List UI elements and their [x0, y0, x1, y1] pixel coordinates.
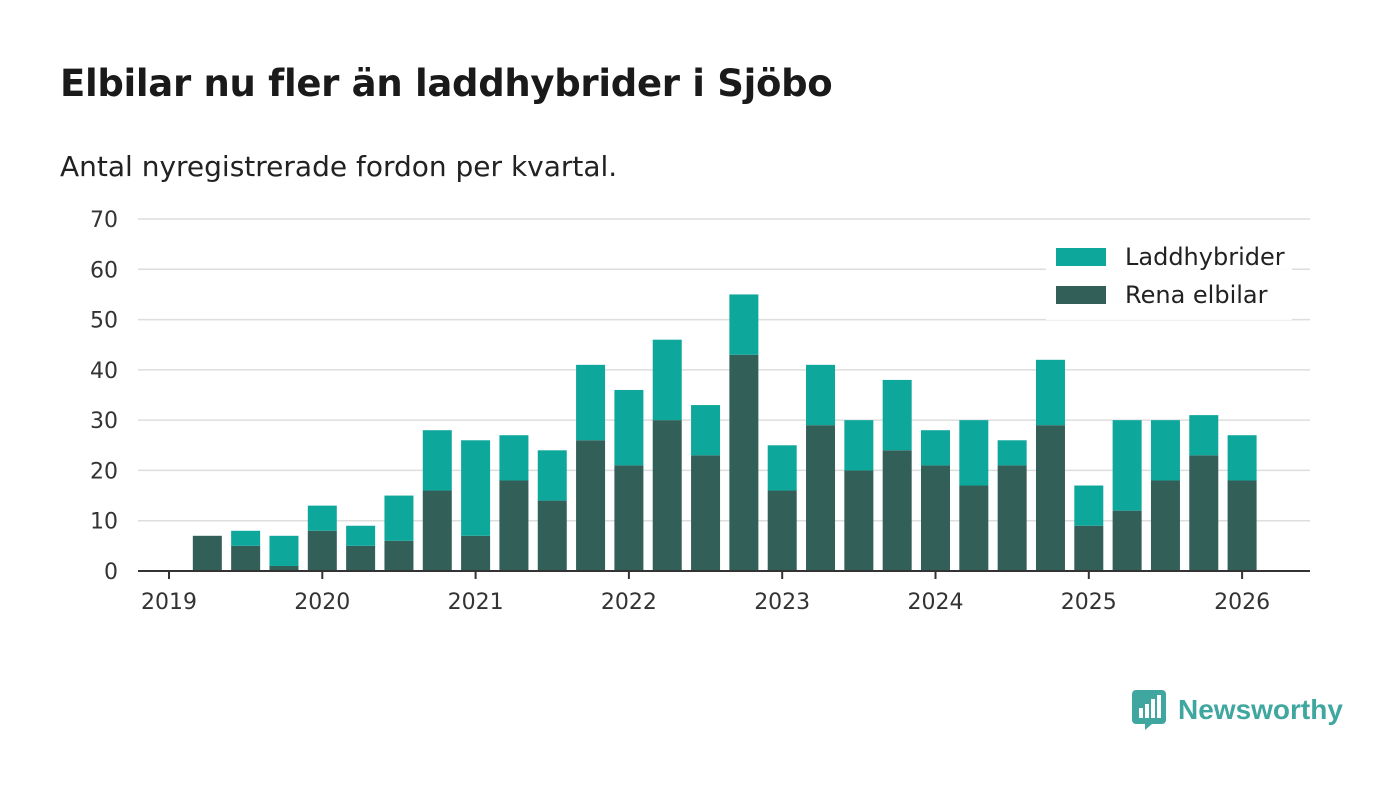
brand-name: Newsworthy	[1178, 694, 1343, 725]
bar-laddhybrider	[691, 405, 721, 456]
newsworthy-logo-icon	[1132, 690, 1166, 730]
bar-rena-elbilar	[1074, 525, 1104, 571]
bar-laddhybrider	[652, 339, 682, 421]
chart-title: Elbilar nu fler än laddhybrider i Sjöbo	[60, 62, 833, 105]
y-tick-label: 40	[90, 359, 118, 384]
bar-laddhybrider	[614, 389, 644, 466]
bar-laddhybrider	[1035, 359, 1065, 426]
bar-rena-elbilar	[691, 455, 721, 571]
y-tick-label: 30	[90, 409, 118, 434]
bar-laddhybrider	[537, 450, 567, 501]
bar-rena-elbilar	[1112, 510, 1142, 571]
bar-rena-elbilar	[346, 545, 376, 571]
bar-rena-elbilar	[652, 420, 682, 571]
bar-laddhybrider	[346, 525, 376, 546]
bar-rena-elbilar	[921, 465, 950, 571]
bar-rena-elbilar	[269, 565, 299, 571]
bar-rena-elbilar	[192, 535, 222, 571]
bar-rena-elbilar	[1227, 480, 1257, 571]
x-tick-label: 2022	[601, 590, 657, 615]
bar-rena-elbilar	[231, 545, 261, 571]
x-tick-label: 2021	[448, 590, 504, 615]
bar-laddhybrider	[422, 430, 452, 491]
bar-rena-elbilar	[307, 530, 337, 571]
chart-subtitle: Antal nyregistrerade fordon per kvartal.	[60, 150, 618, 183]
x-tick-label: 2023	[754, 590, 810, 615]
bar-rena-elbilar	[537, 500, 567, 571]
bar-rena-elbilar	[959, 485, 989, 571]
legend-label: Laddhybrider	[1125, 243, 1285, 271]
bar-rena-elbilar	[499, 480, 529, 571]
bar-laddhybrider	[997, 440, 1027, 466]
bar-rena-elbilar	[384, 540, 414, 571]
bar-laddhybrider	[729, 294, 759, 355]
bar-rena-elbilar	[1150, 480, 1180, 571]
y-tick-label: 20	[90, 459, 118, 484]
bar-rena-elbilar	[997, 465, 1027, 571]
y-tick-label: 70	[90, 208, 118, 233]
bar-laddhybrider	[844, 420, 874, 471]
bar-laddhybrider	[231, 530, 261, 546]
bar-rena-elbilar	[576, 440, 606, 571]
bar-laddhybrider	[307, 505, 337, 531]
bar-laddhybrider	[1074, 485, 1104, 526]
y-tick-label: 10	[90, 510, 118, 535]
bar-laddhybrider	[269, 535, 299, 566]
y-tick-label: 0	[104, 560, 118, 585]
bar-laddhybrider	[959, 420, 989, 486]
bar-laddhybrider	[806, 364, 836, 426]
x-tick-label: 2025	[1061, 590, 1117, 615]
bar-laddhybrider	[1112, 420, 1142, 511]
x-tick-label: 2019	[141, 590, 197, 615]
bar-laddhybrider	[499, 435, 529, 481]
y-tick-label: 50	[90, 309, 118, 334]
bar-rena-elbilar	[461, 535, 491, 571]
bar-rena-elbilar	[1189, 455, 1219, 571]
bar-laddhybrider	[921, 430, 950, 466]
x-tick-label: 2024	[908, 590, 964, 615]
y-tick-label: 60	[90, 258, 118, 283]
brand-logo: Newsworthy	[1132, 690, 1343, 730]
bar-laddhybrider	[384, 495, 414, 541]
x-tick-label: 2020	[294, 590, 350, 615]
bar-rena-elbilar	[844, 470, 874, 571]
bar-rena-elbilar	[806, 425, 836, 571]
bar-rena-elbilar	[767, 490, 797, 571]
bar-laddhybrider	[882, 379, 912, 451]
bar-laddhybrider	[767, 445, 797, 491]
legend-swatch	[1056, 286, 1106, 304]
bar-laddhybrider	[576, 364, 606, 441]
bar-laddhybrider	[1150, 420, 1180, 481]
bar-rena-elbilar	[882, 450, 912, 571]
bar-laddhybrider	[1227, 435, 1257, 481]
bar-rena-elbilar	[614, 465, 644, 571]
bar-laddhybrider	[461, 440, 491, 536]
bar-laddhybrider	[1189, 415, 1219, 456]
bar-rena-elbilar	[422, 490, 452, 571]
legend-label: Rena elbilar	[1125, 281, 1268, 309]
bar-rena-elbilar	[1035, 425, 1065, 571]
legend-swatch	[1056, 248, 1106, 266]
bar-rena-elbilar	[729, 354, 759, 571]
x-tick-label: 2026	[1214, 590, 1270, 615]
